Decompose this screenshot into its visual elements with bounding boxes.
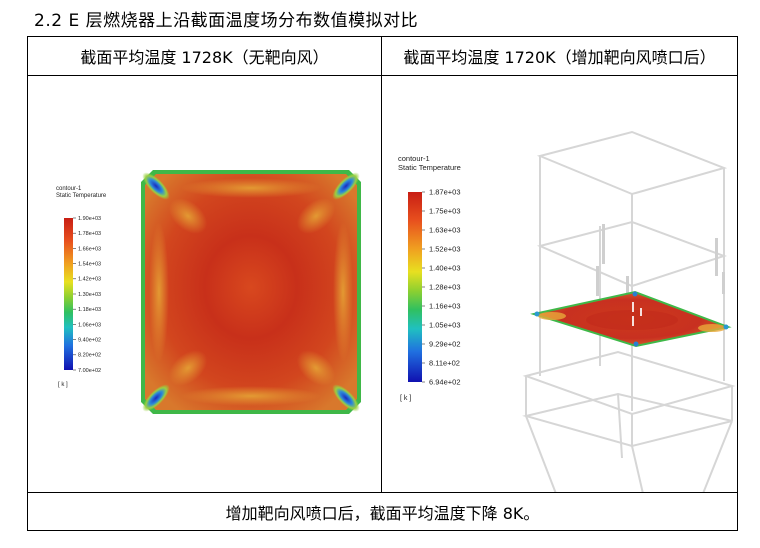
conclusion-footer: 增加靶向风喷口后，截面平均温度下降 8K。	[28, 492, 737, 530]
left-colorbar-tick-label: 1.78e+03	[78, 231, 101, 237]
left-legend-variable: Static Temperature	[56, 192, 107, 199]
right-colorbar-tick-label: 9.29e+02	[429, 340, 461, 349]
right-header: 截面平均温度 1720K（增加靶向风喷口后）	[382, 37, 737, 76]
section-title: 2.2 E 层燃烧器上沿截面温度场分布数值模拟对比	[34, 11, 419, 31]
right-legend-name: contour-1	[398, 154, 430, 163]
left-colorbar-tick-label: 1.90e+03	[78, 216, 101, 222]
comparison-table: 截面平均温度 1728K（无靶向风） 截面平均温度 1720K（增加靶向风喷口后…	[27, 36, 738, 531]
right-contour-image: 1.87e+03 1.75e+03 1.63e+03 1.52e+03 1.40e+03…	[400, 130, 736, 492]
right-colorbar-tick-label: 1.87e+03	[429, 188, 461, 197]
right-colorbar-tick-label: 1.75e+03	[429, 207, 461, 216]
right-legend-header: contour-1 Static Temperature	[398, 154, 461, 172]
right-colorbar-ticks: 1.87e+03 1.75e+03 1.63e+03 1.52e+03 1.40e+03…	[422, 188, 461, 387]
right-colorbar-tick-label: 1.16e+03	[429, 302, 461, 311]
right-colorbar-tick-label: 1.40e+03	[429, 264, 461, 273]
left-legend-name: contour-1	[56, 186, 82, 192]
right-colorbar-tick-label: 1.52e+03	[429, 245, 461, 254]
right-colorbar-tick-label: 1.28e+03	[429, 283, 461, 292]
left-contour-cell: contour-1 Static Temperature	[28, 76, 382, 492]
left-colorbar-tick-label: 7.00e+02	[78, 368, 101, 374]
right-colorbar-tick-label: 6.94e+02	[429, 378, 461, 387]
left-contour-image: 1.90e+03 1.78e+03 1.66e+03 1.54e+03 1.42e+03…	[58, 170, 361, 414]
left-colorbar-tick-label: 1.30e+03	[78, 292, 101, 298]
left-colorbar-tick-label: 8.20e+02	[78, 353, 101, 359]
left-corner-jet	[142, 172, 170, 200]
left-corner-jet	[332, 172, 360, 200]
right-colorbar-tick-label: 1.05e+03	[429, 321, 461, 330]
left-colorbar-tick-label: 9.40e+02	[78, 338, 101, 344]
left-colorbar-ticks: 1.90e+03 1.78e+03 1.66e+03 1.54e+03 1.42e+03…	[73, 216, 101, 374]
right-contour-cell: contour-1 Static Temperature	[382, 76, 737, 492]
right-unit: [ k ]	[400, 395, 411, 402]
right-colorbar-tick-label: 8.11e+02	[429, 359, 460, 368]
left-colorbar-tick-label: 1.06e+03	[78, 322, 101, 328]
right-colorbar-tick-label: 1.63e+03	[429, 226, 461, 235]
left-corner-jet	[142, 384, 170, 412]
left-header: 截面平均温度 1728K（无靶向风）	[28, 37, 382, 76]
left-colorbar	[64, 218, 73, 370]
left-colorbar-tick-label: 1.54e+03	[78, 262, 101, 268]
left-colorbar-tick-label: 1.42e+03	[78, 277, 101, 283]
left-legend-header: contour-1 Static Temperature	[56, 186, 106, 200]
right-legend-variable: Static Temperature	[398, 162, 461, 172]
left-corner-jet	[332, 384, 360, 412]
left-colorbar-tick-label: 1.18e+03	[78, 307, 101, 313]
right-colorbar	[408, 192, 422, 382]
left-unit: [ k ]	[58, 382, 68, 388]
furnace-wireframe	[522, 130, 736, 492]
left-colorbar-tick-label: 1.66e+03	[78, 246, 101, 252]
